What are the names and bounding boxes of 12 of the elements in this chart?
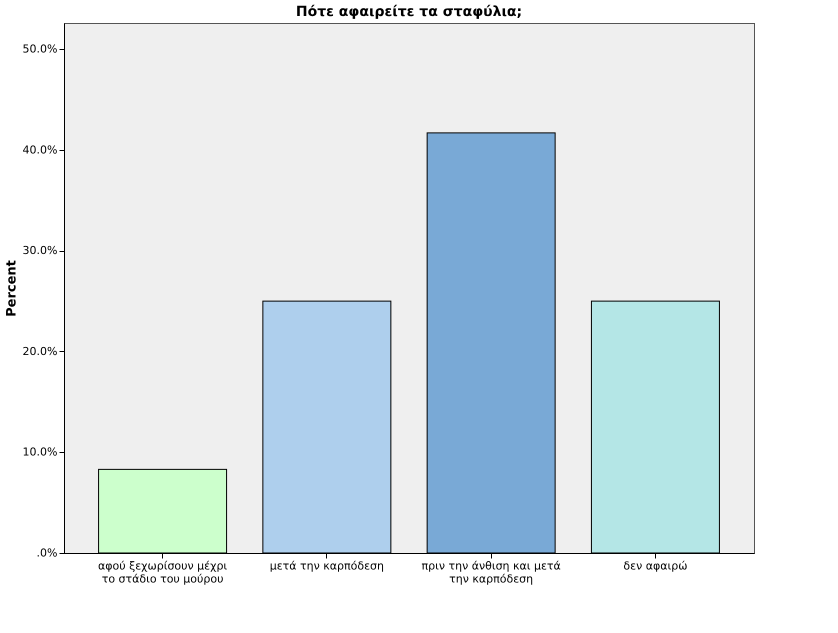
y-tick-label: 50.0% (22, 42, 58, 56)
y-tick-label: .0% (36, 546, 58, 560)
y-tick-label: 20.0% (22, 344, 58, 358)
chart-title: Πότε αφαιρείτε τα σταφύλια; (296, 4, 522, 20)
x-tick-label: πριν την άνθιση και μετά την καρπόδεση (422, 560, 561, 586)
x-tick-label: μετά την καρπόδεση (270, 560, 384, 572)
y-axis-title: Percent (4, 260, 20, 317)
y-tick-label: 40.0% (22, 143, 58, 156)
y-tick-label: 30.0% (22, 244, 58, 258)
x-tick-label: δεν αφαιρώ (623, 560, 688, 572)
y-tick-label: 10.0% (22, 446, 58, 459)
x-tick-label: αφού ξεχωρίσουν μέχρι το στάδιο του μούρου (98, 560, 228, 586)
